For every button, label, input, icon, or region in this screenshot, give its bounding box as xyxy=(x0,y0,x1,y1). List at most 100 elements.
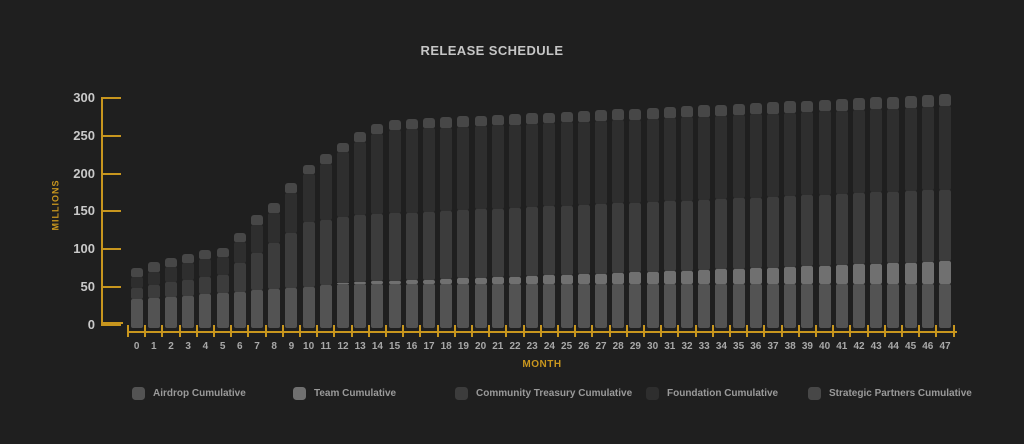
bar-segment-foundation-cumulative xyxy=(354,142,367,216)
x-tick xyxy=(333,325,336,337)
chart-title: RELEASE SCHEDULE xyxy=(420,43,564,58)
bar-segment-community-treasury-cumulative xyxy=(801,195,814,267)
bar-segment-strategic-partners-cumulative xyxy=(165,258,177,268)
bar-segment-strategic-partners-cumulative xyxy=(474,115,487,127)
x-tick-label: 29 xyxy=(629,341,641,352)
bar-segment-strategic-partners-cumulative xyxy=(251,215,263,225)
legend-item-foundation[interactable]: Foundation Cumulative xyxy=(646,387,778,400)
x-tick xyxy=(849,325,852,337)
x-tick-label: 27 xyxy=(595,341,607,352)
x-tick xyxy=(453,325,456,337)
bar-segment-foundation-cumulative xyxy=(784,112,797,197)
bar-segment-foundation-cumulative xyxy=(612,120,625,204)
bar-segment-airdrop-cumulative xyxy=(921,284,934,328)
x-tick xyxy=(281,325,284,337)
x-tick-label: 39 xyxy=(801,341,813,352)
x-tick-label: 16 xyxy=(406,341,418,352)
bar-segment-airdrop-cumulative xyxy=(302,286,315,328)
legend-swatch-foundation xyxy=(646,387,659,400)
bar-segment-airdrop-cumulative xyxy=(801,284,814,328)
x-tick xyxy=(316,325,319,337)
bar-segment-community-treasury-cumulative xyxy=(853,193,865,265)
x-tick-label: 17 xyxy=(423,341,435,352)
x-tick-label: 7 xyxy=(254,341,260,352)
bar-segment-strategic-partners-cumulative xyxy=(663,106,676,118)
bar-segment-strategic-partners-cumulative xyxy=(440,117,453,128)
bar-segment-community-treasury-cumulative xyxy=(595,204,607,274)
x-tick xyxy=(127,325,129,337)
legend-item-airdrop[interactable]: Airdrop Cumulative xyxy=(132,387,246,400)
bar-segment-foundation-cumulative xyxy=(663,117,676,202)
bar-segment-strategic-partners-cumulative xyxy=(801,100,814,113)
bar-segment-foundation-cumulative xyxy=(921,107,934,191)
bar-segment-community-treasury-cumulative xyxy=(302,222,315,287)
bar-segment-community-treasury-cumulative xyxy=(130,287,143,300)
bar-segment-airdrop-cumulative xyxy=(233,291,246,328)
bar-segment-strategic-partners-cumulative xyxy=(543,112,556,124)
bar-segment-strategic-partners-cumulative xyxy=(870,97,883,110)
legend-item-team[interactable]: Team Cumulative xyxy=(293,387,396,400)
legend-swatch-team xyxy=(293,387,306,400)
bar-segment-community-treasury-cumulative xyxy=(388,213,401,281)
bar-segment-strategic-partners-cumulative xyxy=(835,99,848,111)
bar-segment-foundation-cumulative xyxy=(698,116,711,200)
bar-segment-strategic-partners-cumulative xyxy=(784,101,797,113)
y-tick xyxy=(101,286,121,289)
bar-segment-airdrop-cumulative xyxy=(423,284,435,328)
x-tick xyxy=(144,325,147,337)
y-tick xyxy=(101,324,121,326)
x-tick xyxy=(815,325,817,337)
bar-segment-foundation-cumulative xyxy=(801,112,814,196)
bar-segment-airdrop-cumulative xyxy=(354,284,367,328)
x-tick xyxy=(883,325,886,337)
bar-segment-community-treasury-cumulative xyxy=(182,279,195,296)
bar-segment-community-treasury-cumulative xyxy=(784,196,797,267)
x-tick xyxy=(832,325,835,337)
x-tick xyxy=(350,325,353,337)
bar-segment-airdrop-cumulative xyxy=(749,284,762,328)
y-tick xyxy=(101,210,121,213)
bar-segment-strategic-partners-cumulative xyxy=(388,120,401,131)
x-tick xyxy=(952,325,955,337)
x-tick-label: 32 xyxy=(681,341,693,352)
bar-segment-foundation-cumulative xyxy=(939,106,951,190)
x-tick-label: 13 xyxy=(354,341,366,352)
legend-label: Team Cumulative xyxy=(314,388,397,399)
bar-segment-foundation-cumulative xyxy=(285,192,298,234)
bar-segment-foundation-cumulative xyxy=(543,123,556,207)
x-tick-label: 24 xyxy=(543,341,555,352)
x-axis-title: MONTH xyxy=(522,359,562,370)
x-tick xyxy=(608,325,611,337)
bar-segment-foundation-cumulative xyxy=(835,110,848,194)
legend-item-community-treasury[interactable]: Community Treasury Cumulative xyxy=(455,387,632,400)
bar-segment-community-treasury-cumulative xyxy=(921,190,934,263)
x-tick-label: 25 xyxy=(561,341,573,352)
bar-segment-foundation-cumulative xyxy=(818,111,831,195)
bar-segment-strategic-partners-cumulative xyxy=(319,153,332,164)
bar-segment-foundation-cumulative xyxy=(147,271,160,286)
legend-item-strategic-partners[interactable]: Strategic Partners Cumulative xyxy=(808,387,972,400)
bar-segment-team-cumulative xyxy=(354,282,367,285)
bar-segment-community-treasury-cumulative xyxy=(147,285,160,298)
legend-label: Community Treasury Cumulative xyxy=(476,388,633,399)
bar-segment-community-treasury-cumulative xyxy=(474,209,487,278)
bar-segment-team-cumulative xyxy=(543,275,556,285)
x-tick xyxy=(677,325,680,337)
bar-segment-airdrop-cumulative xyxy=(337,284,349,328)
bar-segment-airdrop-cumulative xyxy=(681,284,693,328)
x-tick xyxy=(643,325,645,337)
bar-segment-strategic-partners-cumulative xyxy=(509,114,521,125)
x-tick-label: 9 xyxy=(288,341,295,352)
bar-segment-strategic-partners-cumulative xyxy=(491,114,504,126)
y-tick xyxy=(101,134,121,137)
legend-label: Foundation Cumulative xyxy=(667,388,779,399)
bar-segment-strategic-partners-cumulative xyxy=(681,106,693,118)
x-tick xyxy=(763,325,766,337)
bar-segment-community-treasury-cumulative xyxy=(732,198,745,269)
bar-segment-airdrop-cumulative xyxy=(509,284,521,328)
bar-segment-community-treasury-cumulative xyxy=(491,208,504,278)
x-tick-label: 40 xyxy=(819,341,831,352)
x-tick-label: 22 xyxy=(509,341,521,352)
x-tick xyxy=(299,325,301,337)
bar-segment-strategic-partners-cumulative xyxy=(629,108,642,120)
